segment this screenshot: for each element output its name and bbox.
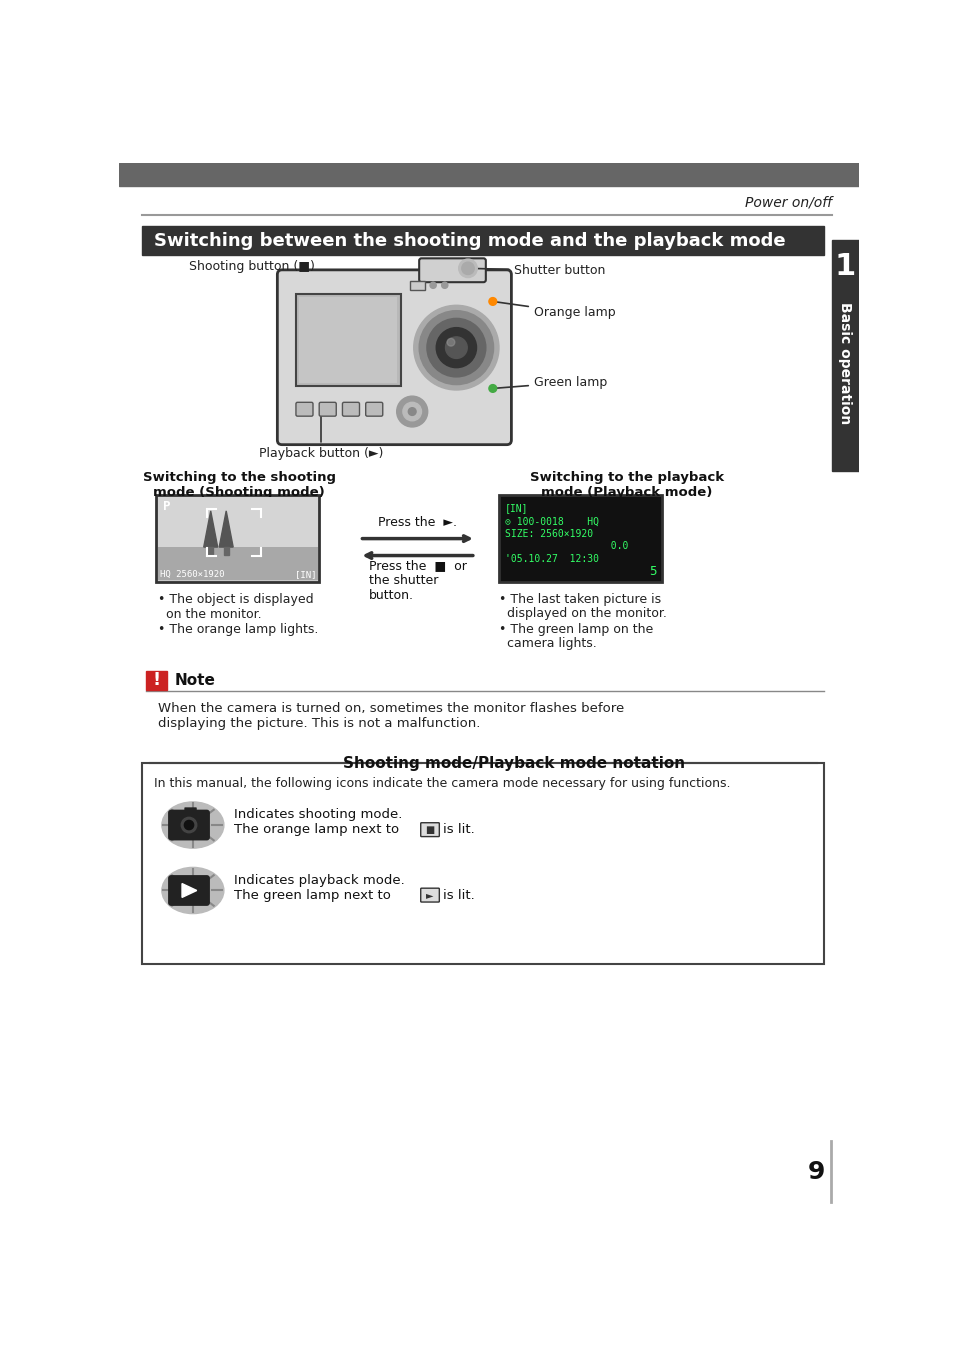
- Circle shape: [441, 282, 447, 288]
- FancyBboxPatch shape: [295, 402, 313, 417]
- Text: is lit.: is lit.: [443, 889, 475, 901]
- Bar: [498, 495, 661, 582]
- Circle shape: [402, 402, 421, 421]
- Polygon shape: [219, 510, 233, 547]
- Circle shape: [461, 262, 474, 274]
- Bar: [142, 227, 823, 255]
- Text: !: !: [152, 672, 160, 689]
- Circle shape: [445, 337, 467, 358]
- Text: Switching between the shooting mode and the playback mode: Switching between the shooting mode and …: [154, 232, 785, 250]
- Bar: [142, 764, 823, 963]
- Text: 5: 5: [649, 565, 657, 578]
- Text: Switching to the shooting
mode (Shooting mode): Switching to the shooting mode (Shooting…: [143, 471, 335, 499]
- Circle shape: [430, 282, 436, 288]
- Circle shape: [488, 384, 497, 392]
- Ellipse shape: [162, 802, 224, 848]
- Bar: [208, 547, 213, 555]
- Circle shape: [408, 407, 416, 415]
- FancyBboxPatch shape: [319, 402, 335, 417]
- Text: Shutter button: Shutter button: [470, 265, 605, 277]
- Bar: [224, 547, 229, 555]
- Text: Green lamp: Green lamp: [495, 376, 606, 389]
- Text: Basic operation: Basic operation: [838, 301, 852, 425]
- Circle shape: [436, 327, 476, 368]
- Circle shape: [418, 311, 493, 384]
- Text: is lit.: is lit.: [443, 824, 475, 836]
- Text: 1: 1: [834, 252, 855, 281]
- Text: When the camera is turned on, sometimes the monitor flashes before
displaying th: When the camera is turned on, sometimes …: [158, 702, 623, 730]
- Bar: [158, 547, 317, 581]
- Bar: [146, 672, 167, 689]
- Text: Playback button (►): Playback button (►): [258, 410, 383, 460]
- Text: Press the  ■  or
the shutter
button.: Press the ■ or the shutter button.: [368, 559, 466, 603]
- Text: • The last taken picture is
  displayed on the monitor.
• The green lamp on the
: • The last taken picture is displayed on…: [498, 593, 666, 650]
- Bar: [158, 497, 317, 547]
- Circle shape: [488, 297, 497, 305]
- Ellipse shape: [162, 867, 224, 913]
- Text: ►: ►: [426, 890, 434, 900]
- Text: Shooting button (■): Shooting button (■): [189, 261, 314, 280]
- FancyBboxPatch shape: [168, 875, 210, 906]
- Text: 9: 9: [807, 1159, 824, 1183]
- Text: SIZE: 2560×1920: SIZE: 2560×1920: [505, 529, 593, 539]
- Text: • The object is displayed
  on the monitor.
• The orange lamp lights.: • The object is displayed on the monitor…: [158, 593, 318, 635]
- FancyBboxPatch shape: [420, 889, 439, 902]
- Text: P: P: [162, 499, 170, 513]
- Text: [IN]: [IN]: [294, 570, 315, 578]
- Bar: [295, 293, 400, 387]
- FancyBboxPatch shape: [184, 807, 196, 816]
- Text: Orange lamp: Orange lamp: [495, 301, 615, 319]
- Circle shape: [184, 821, 193, 829]
- Text: Press the  ►.: Press the ►.: [377, 517, 456, 529]
- Circle shape: [181, 817, 196, 833]
- FancyBboxPatch shape: [342, 402, 359, 417]
- Text: Note: Note: [174, 673, 215, 688]
- Circle shape: [427, 319, 485, 377]
- Polygon shape: [182, 883, 196, 897]
- Text: Shooting mode/Playback mode notation: Shooting mode/Playback mode notation: [343, 756, 685, 771]
- Text: HQ 2560×1920: HQ 2560×1920: [159, 570, 224, 578]
- Bar: [410, 281, 425, 290]
- Bar: [298, 297, 397, 383]
- Circle shape: [458, 259, 476, 278]
- Text: Indicates shooting mode.
The orange lamp next to: Indicates shooting mode. The orange lamp…: [233, 809, 402, 836]
- Circle shape: [414, 305, 498, 389]
- Text: Switching to the playback
mode (Playback mode): Switching to the playback mode (Playback…: [529, 471, 723, 499]
- Text: Indicates playback mode.
The green lamp next to: Indicates playback mode. The green lamp …: [233, 874, 404, 901]
- Circle shape: [447, 338, 455, 346]
- Text: 0.0: 0.0: [505, 540, 628, 551]
- Text: '05.10.27  12:30: '05.10.27 12:30: [505, 554, 598, 563]
- FancyBboxPatch shape: [420, 822, 439, 836]
- Text: ⊙ 100-0018    HQ: ⊙ 100-0018 HQ: [505, 517, 598, 527]
- Text: [IN]: [IN]: [505, 503, 528, 513]
- FancyBboxPatch shape: [365, 402, 382, 417]
- FancyBboxPatch shape: [168, 810, 210, 840]
- FancyBboxPatch shape: [418, 258, 485, 282]
- Bar: [119, 163, 858, 186]
- Text: In this manual, the following icons indicate the camera mode necessary for using: In this manual, the following icons indi…: [154, 778, 730, 790]
- Bar: [831, 240, 858, 471]
- Circle shape: [396, 396, 427, 427]
- Bar: [156, 495, 319, 582]
- Text: ■: ■: [425, 825, 435, 835]
- Text: Power on/off: Power on/off: [744, 195, 831, 210]
- FancyBboxPatch shape: [277, 270, 511, 445]
- Polygon shape: [204, 510, 217, 547]
